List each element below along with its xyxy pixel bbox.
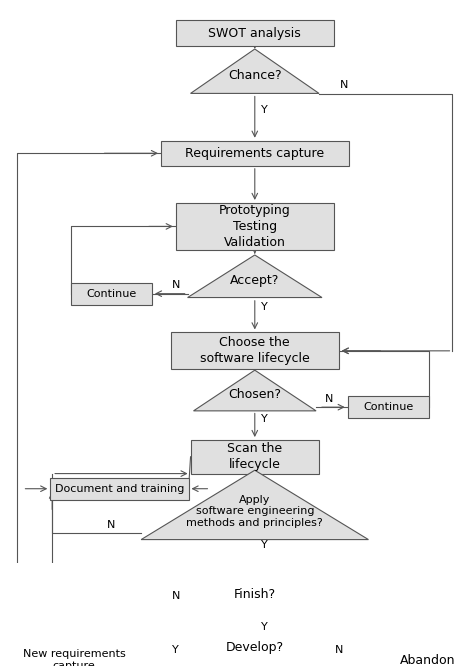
Text: N: N <box>339 80 348 90</box>
Text: Y: Y <box>261 540 268 550</box>
Text: Y: Y <box>173 645 179 655</box>
FancyBboxPatch shape <box>176 19 334 47</box>
Text: Document and training: Document and training <box>55 484 184 494</box>
Text: N: N <box>107 520 116 530</box>
FancyBboxPatch shape <box>50 478 189 500</box>
Polygon shape <box>193 571 316 610</box>
Text: Prototyping
Testing
Validation: Prototyping Testing Validation <box>219 204 291 249</box>
Text: Continue: Continue <box>363 402 413 412</box>
Text: Chance?: Chance? <box>228 69 282 82</box>
Text: N: N <box>325 394 333 404</box>
Text: Chosen?: Chosen? <box>228 388 281 401</box>
Text: Abandon: Abandon <box>400 654 456 666</box>
Text: Continue: Continue <box>86 288 137 298</box>
FancyBboxPatch shape <box>171 332 339 370</box>
FancyBboxPatch shape <box>176 203 334 250</box>
Text: Finish?: Finish? <box>234 587 276 601</box>
Text: N: N <box>172 280 180 290</box>
FancyBboxPatch shape <box>71 283 152 304</box>
FancyBboxPatch shape <box>17 643 131 666</box>
FancyBboxPatch shape <box>191 440 319 474</box>
Polygon shape <box>188 255 322 298</box>
Text: Apply
software engineering
methods and principles?: Apply software engineering methods and p… <box>186 495 323 528</box>
Text: New requirements
capture: New requirements capture <box>23 649 125 666</box>
Text: Scan the
lifecycle: Scan the lifecycle <box>227 442 283 472</box>
Text: Y: Y <box>261 302 268 312</box>
Polygon shape <box>141 470 368 539</box>
FancyBboxPatch shape <box>348 396 428 418</box>
Polygon shape <box>191 49 319 93</box>
Text: Y: Y <box>261 621 268 631</box>
Text: Develop?: Develop? <box>226 641 284 655</box>
Polygon shape <box>193 625 316 664</box>
Text: SWOT analysis: SWOT analysis <box>209 27 301 39</box>
Text: Requirements capture: Requirements capture <box>185 147 324 160</box>
FancyBboxPatch shape <box>161 141 349 166</box>
Text: N: N <box>335 645 343 655</box>
Text: Accept?: Accept? <box>230 274 280 286</box>
Polygon shape <box>193 370 316 411</box>
Text: Choose the
software lifecycle: Choose the software lifecycle <box>200 336 310 366</box>
Text: Y: Y <box>261 414 268 424</box>
FancyBboxPatch shape <box>389 649 466 666</box>
Text: N: N <box>172 591 180 601</box>
Text: Y: Y <box>261 105 268 115</box>
